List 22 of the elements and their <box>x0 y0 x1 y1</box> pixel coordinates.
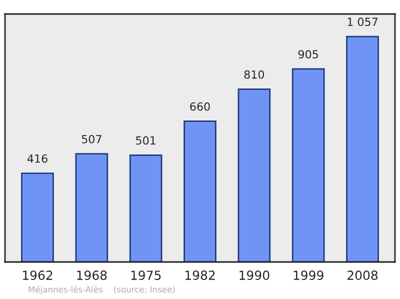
x-tick-label: 1982 <box>185 270 215 280</box>
data-label: 507 <box>82 134 102 144</box>
bar <box>129 154 162 262</box>
data-label: 905 <box>298 50 318 58</box>
x-tick-label: 1990 <box>240 270 270 280</box>
bar <box>238 88 271 262</box>
bar <box>184 120 216 262</box>
text: Méjannes-lès-Alès (source: Insee) <box>28 286 175 294</box>
bar <box>292 68 325 262</box>
data-label: 501 <box>136 136 156 145</box>
bar <box>75 153 108 262</box>
bar <box>21 172 54 262</box>
x-tick-label: 1968 <box>77 270 107 280</box>
x-tick-label: 1962 <box>22 270 52 280</box>
data-label: 1 057 <box>348 18 378 26</box>
data-label: 416 <box>27 154 48 163</box>
x-tick-label: 1975 <box>131 270 161 280</box>
data-label: 660 <box>190 102 210 111</box>
bar <box>346 36 379 262</box>
x-tick-label: 1999 <box>294 270 324 280</box>
x-tick-label: 2008 <box>348 270 378 280</box>
data-label: 810 <box>244 70 264 79</box>
